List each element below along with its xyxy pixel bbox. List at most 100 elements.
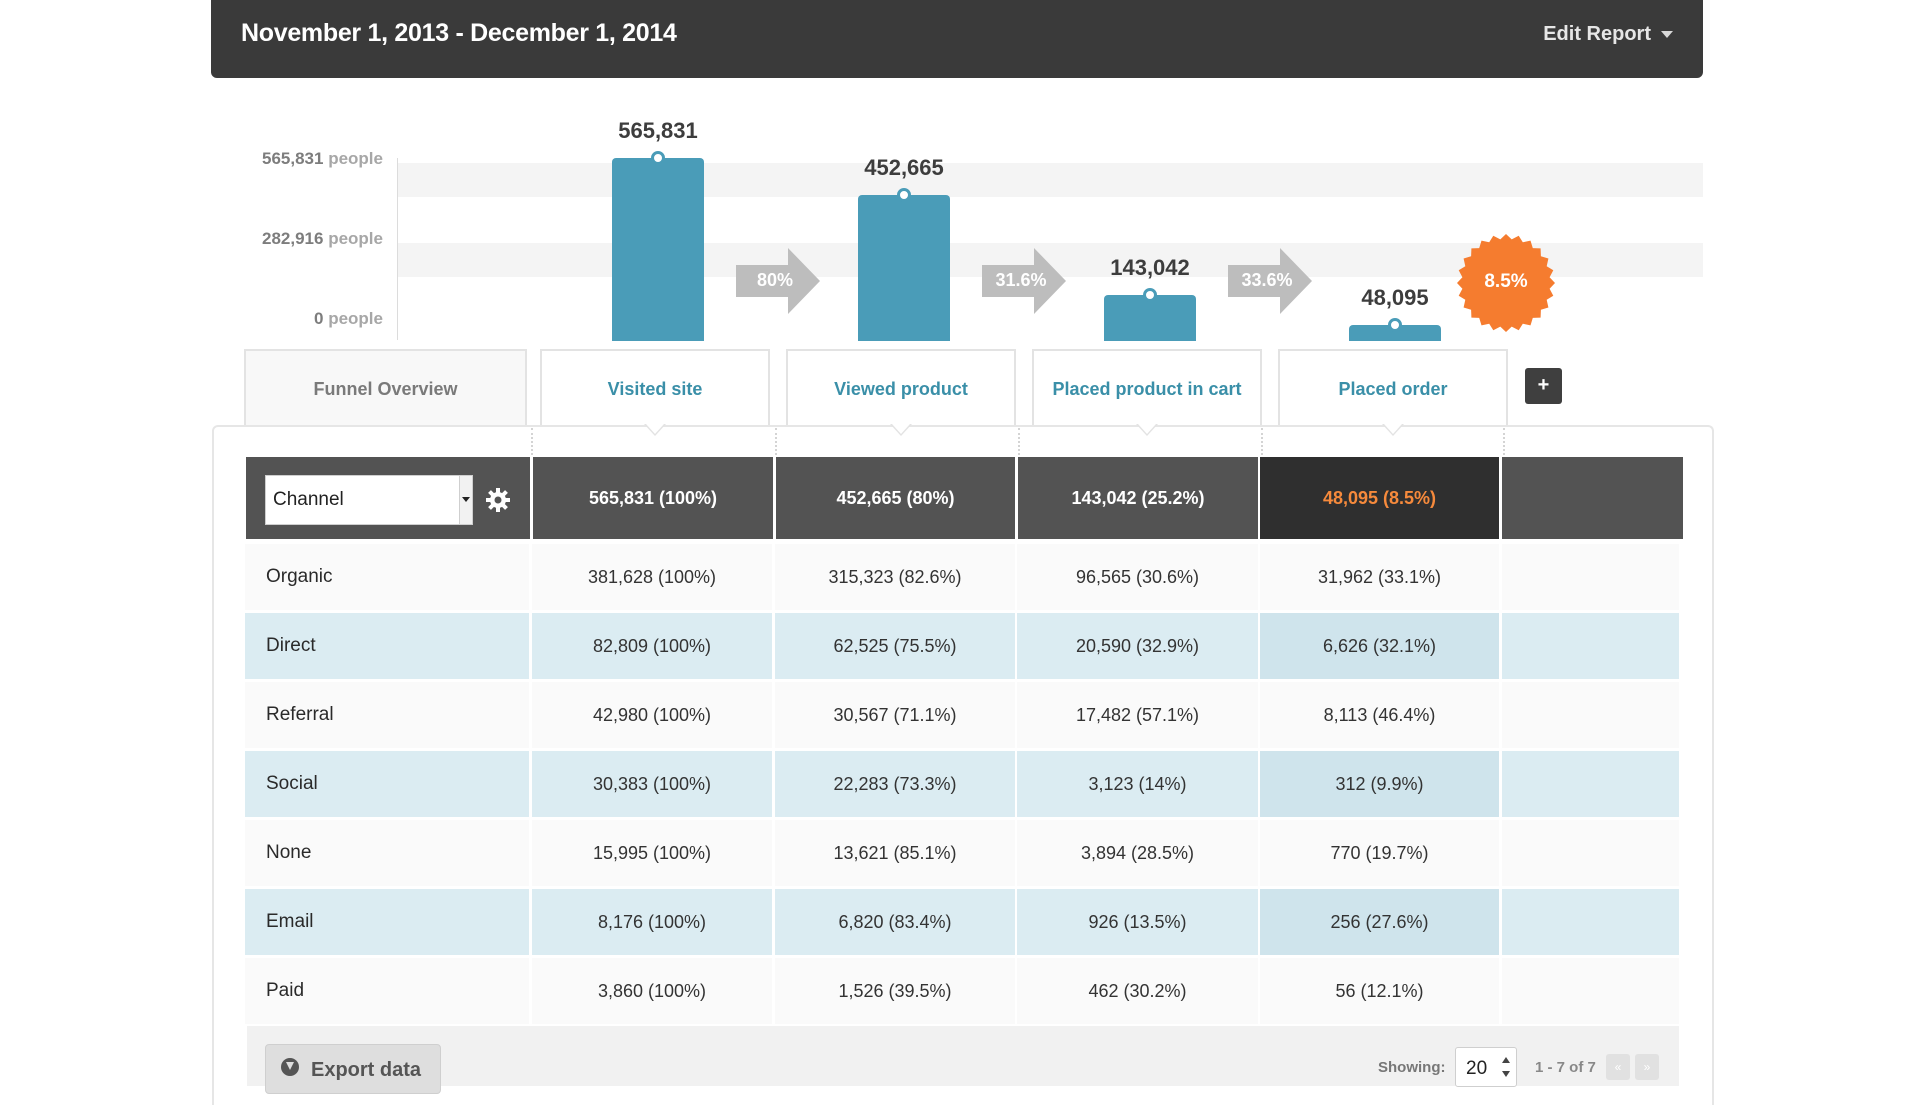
total-placed-product-in-cart: 143,042 (25.2%) <box>1018 457 1258 539</box>
starburst-icon <box>1457 234 1555 332</box>
table-cell: 20,590 (32.9%) <box>1017 613 1258 679</box>
gear-icon[interactable] <box>485 487 511 513</box>
export-data-button[interactable]: Export data <box>265 1044 441 1094</box>
channel-name: Organic <box>245 544 529 610</box>
arrow-right-icon <box>1228 248 1312 314</box>
channel-name: Email <box>245 889 529 955</box>
next-page-button[interactable]: » <box>1635 1054 1659 1080</box>
tab-label: Placed order <box>1338 379 1448 399</box>
column-divider <box>1018 428 1020 455</box>
table-cell: 82,809 (100%) <box>532 613 772 679</box>
table-cell: 3,123 (14%) <box>1017 751 1258 817</box>
bar-value-label: 143,042 <box>1110 255 1190 280</box>
y-tick-unit: people <box>328 149 383 168</box>
table-cell: 56 (12.1%) <box>1260 958 1499 1024</box>
table-cell: 30,383 (100%) <box>532 751 772 817</box>
y-tick-value: 282,916 <box>262 229 324 248</box>
table-cell: 256 (27.6%) <box>1260 889 1499 955</box>
empty-cell <box>1502 889 1679 955</box>
conversion-arrow: 33.6% <box>1228 248 1314 314</box>
add-step-button[interactable]: + <box>1525 368 1562 404</box>
grid-band <box>398 163 1703 197</box>
conversion-rate-label: 80% <box>756 270 794 290</box>
total-visited-site: 565,831 (100%) <box>533 457 773 539</box>
tab-pointer <box>646 424 664 434</box>
tab-label: Placed product in cart <box>1052 379 1242 399</box>
channel-select[interactable]: Channel <box>265 475 473 525</box>
total-viewed-product: 452,665 (80%) <box>776 457 1015 539</box>
table-footer <box>247 1026 1679 1086</box>
table-cell: 22,283 (73.3%) <box>775 751 1015 817</box>
bar-point <box>897 188 911 202</box>
showing-label: Showing: <box>1378 1059 1446 1076</box>
download-icon <box>281 1058 299 1076</box>
column-divider <box>1503 428 1505 455</box>
table-cell: 3,860 (100%) <box>532 958 772 1024</box>
bar-placed-order[interactable] <box>1349 318 1441 341</box>
chevron-down-icon[interactable] <box>459 476 472 524</box>
empty-cell <box>1502 682 1679 748</box>
channel-name: Direct <box>245 613 529 679</box>
bar-placed-product-in-cart[interactable] <box>1104 288 1196 341</box>
table-cell: 62,525 (75.5%) <box>775 613 1015 679</box>
y-tick-label: 0 people <box>314 309 383 329</box>
tab-placed-product-in-cart[interactable]: Placed product in cart <box>1032 349 1262 425</box>
table-row[interactable]: Social 30,383 (100%) 22,283 (73.3%) 3,12… <box>245 751 1679 817</box>
tab-label: Viewed product <box>834 379 968 399</box>
y-tick-unit: people <box>328 229 383 248</box>
spinner-arrows-icon[interactable] <box>1502 1057 1510 1077</box>
table-cell: 15,995 (100%) <box>532 820 772 886</box>
edit-report-button[interactable]: Edit Report <box>1543 23 1673 46</box>
conversion-arrow: 31.6% <box>982 248 1068 314</box>
table-cell: 462 (30.2%) <box>1017 958 1258 1024</box>
empty-cell <box>1502 544 1679 610</box>
table-cell: 30,567 (71.1%) <box>775 682 1015 748</box>
table-row[interactable]: None 15,995 (100%) 13,621 (85.1%) 3,894 … <box>245 820 1679 886</box>
tab-label: Visited site <box>607 379 703 399</box>
page-size-value: 20 <box>1466 1058 1488 1079</box>
pagination-range: 1 - 7 of 7 <box>1535 1059 1596 1076</box>
overall-conversion-label: 8.5% <box>1484 271 1528 292</box>
bar-point <box>1143 288 1157 302</box>
tab-pointer <box>892 424 910 434</box>
bar-visited-site[interactable] <box>612 151 704 341</box>
table-cell: 926 (13.5%) <box>1017 889 1258 955</box>
prev-page-button[interactable]: « <box>1606 1054 1630 1080</box>
edit-report-label: Edit Report <box>1543 23 1651 45</box>
tab-placed-order[interactable]: Placed order <box>1278 349 1508 425</box>
y-tick-label: 565,831 people <box>262 149 383 169</box>
tab-funnel-overview[interactable]: Funnel Overview <box>244 349 527 427</box>
table-cell: 312 (9.9%) <box>1260 751 1499 817</box>
y-tick-value: 0 <box>314 309 324 328</box>
table-cell: 13,621 (85.1%) <box>775 820 1015 886</box>
y-tick-label: 282,916 people <box>262 229 383 249</box>
table-cell: 8,176 (100%) <box>532 889 772 955</box>
tab-pointer <box>1384 424 1402 434</box>
table-cell: 3,894 (28.5%) <box>1017 820 1258 886</box>
date-range-title[interactable]: November 1, 2013 - December 1, 2014 <box>241 19 677 47</box>
channel-select-value: Channel <box>273 489 344 510</box>
y-tick-unit: people <box>328 309 383 328</box>
channel-name: None <box>245 820 529 886</box>
tab-viewed-product[interactable]: Viewed product <box>786 349 1016 425</box>
table-cell: 1,526 (39.5%) <box>775 958 1015 1024</box>
table-row[interactable]: Paid 3,860 (100%) 1,526 (39.5%) 462 (30.… <box>245 958 1679 1024</box>
page-size-stepper[interactable]: 20 <box>1455 1047 1517 1087</box>
tab-visited-site[interactable]: Visited site <box>540 349 770 425</box>
y-axis <box>397 158 398 340</box>
arrow-right-icon <box>736 248 820 314</box>
table-cell: 42,980 (100%) <box>532 682 772 748</box>
arrow-right-icon <box>982 248 1066 314</box>
conversion-rate-label: 31.6% <box>995 270 1047 290</box>
table-row[interactable]: Referral 42,980 (100%) 30,567 (71.1%) 17… <box>245 682 1679 748</box>
bar-viewed-product[interactable] <box>858 188 950 341</box>
channel-name: Referral <box>245 682 529 748</box>
table-cell: 96,565 (30.6%) <box>1017 544 1258 610</box>
table-row[interactable]: Organic 381,628 (100%) 315,323 (82.6%) 9… <box>245 544 1679 610</box>
empty-header-cell <box>1502 457 1683 539</box>
channel-name: Social <box>245 751 529 817</box>
table-cell: 17,482 (57.1%) <box>1017 682 1258 748</box>
table-row[interactable]: Email 8,176 (100%) 6,820 (83.4%) 926 (13… <box>245 889 1679 955</box>
table-row[interactable]: Direct 82,809 (100%) 62,525 (75.5%) 20,5… <box>245 613 1679 679</box>
table-cell: 8,113 (46.4%) <box>1260 682 1499 748</box>
